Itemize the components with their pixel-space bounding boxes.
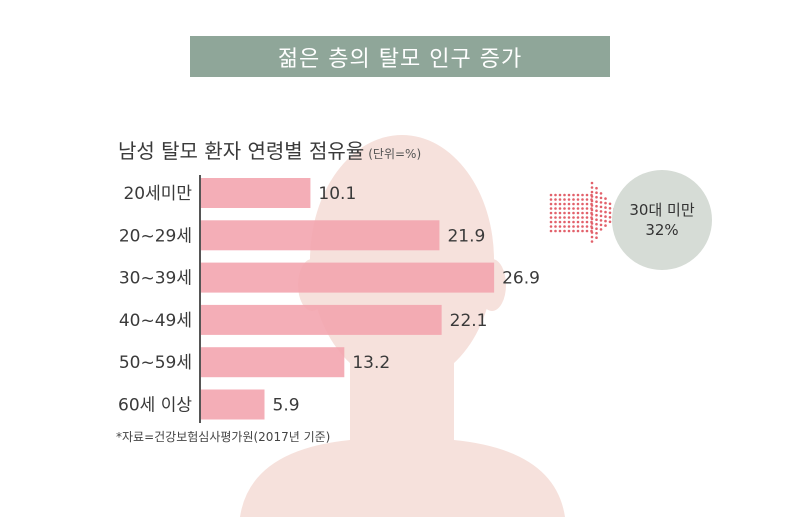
bar	[200, 178, 311, 208]
bar	[200, 347, 345, 378]
value-label: 22.1	[450, 311, 488, 331]
value-label: 13.2	[352, 353, 390, 373]
arrow-right-icon	[549, 181, 616, 243]
category-label: 50~59세	[119, 353, 192, 373]
category-label: 20세미만	[123, 184, 192, 204]
callout-circle: 30대 미만 32%	[612, 170, 712, 270]
callout-label: 30대 미만	[629, 201, 695, 219]
value-label: 10.1	[318, 184, 356, 204]
bar	[200, 304, 442, 335]
value-label: 21.9	[447, 226, 485, 246]
source-note: *자료=건강보험심사평가원(2017년 기준)	[116, 430, 331, 444]
callout-value: 32%	[645, 221, 679, 239]
face-illustration	[240, 135, 565, 517]
bar	[200, 262, 495, 293]
category-label: 40~49세	[119, 311, 192, 331]
category-label: 20~29세	[119, 226, 192, 246]
label-layer: 20세미만 10.1 20~29세 21.9 30~39세 26.9 40~49세 22.1 5…	[118, 184, 540, 416]
bar	[200, 220, 440, 251]
value-label: 26.9	[502, 269, 540, 289]
bar	[200, 389, 265, 420]
chart-title: 남성 탈모 환자 연령별 점유율 (단위=%)	[118, 135, 421, 164]
banner-title: 젊은 층의 탈모 인구 증가	[190, 36, 610, 77]
bar-series	[200, 178, 495, 420]
value-label: 5.9	[273, 396, 300, 416]
unit-label: (단위=%)	[368, 147, 422, 161]
category-label: 60세 이상	[118, 396, 192, 416]
category-label: 30~39세	[119, 269, 192, 289]
chart-title-text: 남성 탈모 환자 연령별 점유율	[118, 139, 365, 163]
